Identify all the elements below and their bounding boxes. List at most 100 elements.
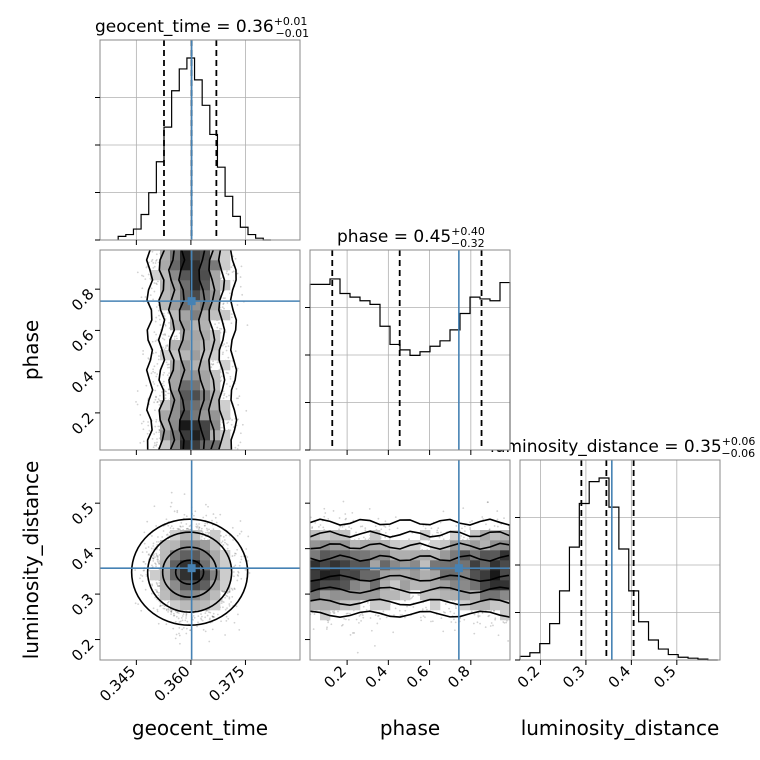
sample-point xyxy=(231,595,234,598)
sample-point xyxy=(166,345,169,347)
density-cell xyxy=(220,410,231,421)
scatter-panel-geocent_time-vs-phase xyxy=(95,247,301,455)
sample-point xyxy=(162,312,165,315)
sample-point xyxy=(223,539,226,541)
density-cell xyxy=(160,350,171,361)
density-cell xyxy=(190,270,201,281)
density-cell xyxy=(170,440,181,450)
sample-point xyxy=(221,590,224,593)
sample-point xyxy=(157,398,160,401)
sample-point xyxy=(234,564,237,567)
sample-point xyxy=(180,453,182,455)
sample-point xyxy=(153,444,156,447)
sample-point xyxy=(156,339,159,341)
density-cell xyxy=(220,440,231,450)
sample-point xyxy=(150,287,153,290)
sample-point xyxy=(238,395,241,398)
sample-point xyxy=(180,453,182,455)
sample-point xyxy=(241,293,244,296)
density-cell xyxy=(200,430,211,441)
sample-point xyxy=(194,247,196,249)
sample-point xyxy=(216,613,219,616)
sample-point xyxy=(142,569,145,572)
sample-point xyxy=(165,609,168,612)
sample-point xyxy=(158,431,161,434)
sample-point xyxy=(164,390,167,393)
sample-point xyxy=(187,451,189,453)
sample-point xyxy=(154,262,157,264)
sample-point xyxy=(186,620,189,623)
sample-point xyxy=(149,294,152,297)
sample-point xyxy=(188,451,190,453)
sample-point xyxy=(167,392,170,395)
density-cell xyxy=(200,410,211,421)
sample-point xyxy=(209,451,211,453)
sample-point xyxy=(204,452,206,454)
density-cell xyxy=(200,440,211,450)
sample-point xyxy=(202,628,205,631)
sample-point xyxy=(140,422,143,425)
sample-point xyxy=(136,403,139,406)
sample-point xyxy=(141,274,143,277)
sample-point xyxy=(197,615,200,618)
sample-point xyxy=(148,261,150,264)
sample-point xyxy=(155,420,157,423)
density-cell xyxy=(200,400,211,411)
density-cell xyxy=(210,420,221,431)
sample-point xyxy=(202,452,204,454)
sample-point xyxy=(222,351,224,354)
sample-point xyxy=(157,309,160,312)
sample-point xyxy=(156,384,159,387)
sample-point xyxy=(181,615,184,617)
sample-point xyxy=(151,340,154,343)
sample-point xyxy=(163,348,166,351)
sample-point xyxy=(220,277,223,280)
sample-point xyxy=(223,392,226,395)
sample-point xyxy=(155,451,157,453)
density-cell xyxy=(160,430,171,441)
sample-point xyxy=(246,324,249,327)
sample-point xyxy=(222,297,225,299)
title-phase: phase = 0.45+0.40 −0.32 xyxy=(337,225,485,250)
sample-point xyxy=(155,247,157,249)
sample-point xyxy=(231,271,234,274)
density-cell xyxy=(200,290,211,301)
sample-point xyxy=(166,374,169,377)
sample-point xyxy=(156,373,159,376)
sample-point xyxy=(161,382,164,385)
sample-point xyxy=(153,265,156,268)
sample-point xyxy=(142,428,145,431)
sample-point xyxy=(168,452,170,454)
density-cell xyxy=(180,390,191,401)
sample-point xyxy=(228,597,231,600)
sample-point xyxy=(158,562,161,565)
sample-point xyxy=(182,452,184,454)
density-cell xyxy=(210,410,221,421)
sample-point xyxy=(230,423,233,426)
sample-point xyxy=(227,345,230,348)
density-cell xyxy=(180,330,191,341)
sample-point xyxy=(179,450,181,452)
sample-point xyxy=(193,453,195,455)
sample-point xyxy=(221,248,223,250)
sample-point xyxy=(229,385,232,388)
sample-point xyxy=(155,253,158,256)
density-cell xyxy=(160,250,171,261)
sample-point xyxy=(230,322,233,325)
density-cell xyxy=(190,260,201,271)
sample-point xyxy=(237,570,240,573)
sample-point xyxy=(177,248,179,250)
sample-point xyxy=(239,276,242,278)
sample-point xyxy=(231,419,233,421)
sample-point xyxy=(147,546,150,548)
sample-point xyxy=(228,394,230,397)
sample-point xyxy=(225,272,228,275)
density-cell xyxy=(170,430,181,441)
sample-point xyxy=(156,401,159,404)
sample-point xyxy=(225,395,228,398)
sample-point xyxy=(165,361,168,364)
density-cell xyxy=(170,390,181,401)
sample-point xyxy=(220,327,223,330)
density-cell xyxy=(210,290,221,301)
sample-point xyxy=(201,248,203,250)
